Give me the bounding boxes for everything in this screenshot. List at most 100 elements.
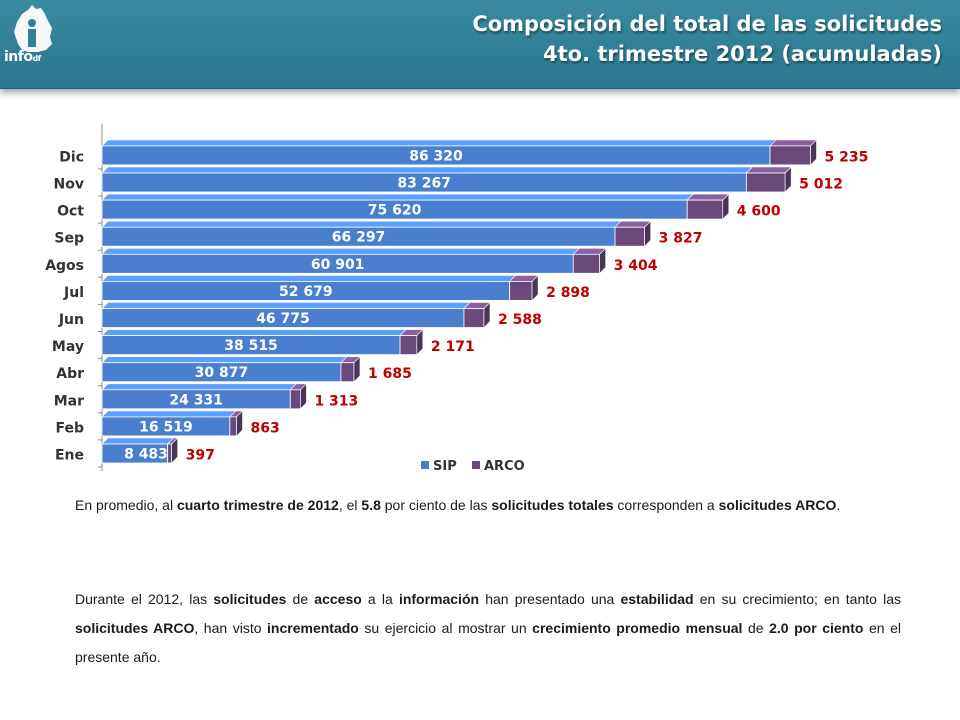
p2-run-5: información <box>398 591 480 607</box>
arco-bar-side-8 <box>644 220 651 247</box>
sip-bar-top-3 <box>101 356 348 364</box>
sip-bar-top-7 <box>101 248 581 255</box>
category-label-oct: Oct <box>57 204 84 220</box>
arco-bar-top-10 <box>745 166 792 174</box>
sip-data-label-mar: 24 331 <box>169 392 223 408</box>
infodf-logo <box>14 5 52 52</box>
sip-data-label-sep: 66 297 <box>332 230 386 246</box>
arco-data-label-sep: 3 827 <box>659 231 703 247</box>
sip-data-label-jun: 46 775 <box>256 311 310 327</box>
arco-data-label-jun: 2 588 <box>498 312 542 328</box>
p2-run-6: han presentado una <box>479 591 621 607</box>
arco-bar-side-1 <box>236 410 243 437</box>
p1-run-8: . <box>836 497 841 513</box>
legend-label-arco: ARCO <box>484 459 525 474</box>
category-label-sep: Sep <box>54 231 84 247</box>
category-label-agos: Agos <box>45 258 84 274</box>
p2-run-10: , han visto <box>194 620 268 636</box>
arco-bar-feb <box>229 416 237 437</box>
category-label-ene: Ene <box>55 448 84 464</box>
summary-paragraph-2: Durante el 2012, las solicitudes de acce… <box>75 585 901 672</box>
arco-bar-dic <box>769 145 811 166</box>
title-line-2: 4to. trimestre 2012 (acumuladas) <box>543 42 942 66</box>
legend-swatch-sip <box>421 461 429 469</box>
p2-run-7: estabilidad <box>620 591 694 607</box>
sip-data-label-oct: 75 620 <box>368 203 422 219</box>
legend-swatch-arco <box>472 461 480 469</box>
arco-bar-top-11 <box>769 139 818 147</box>
arco-data-label-dic: 5 235 <box>825 149 869 165</box>
arco-data-label-feb: 863 <box>251 420 280 436</box>
p2-run-2: de <box>286 591 315 607</box>
arco-bar-side-3 <box>353 355 361 383</box>
p2-run-0: Durante el 2012, las <box>75 591 214 607</box>
summary-paragraph-1: En promedio, al cuarto trimestre de 2012… <box>75 491 901 520</box>
sip-data-label-ene: 8 483 <box>124 447 168 463</box>
p2-run-3: acceso <box>314 591 362 607</box>
page-title: Composición del total de las solicitudes… <box>472 9 942 69</box>
arco-bar-side-7 <box>599 247 606 275</box>
p2-run-4: a la <box>361 591 399 607</box>
sip-bar-top-0 <box>101 437 175 445</box>
arco-bar-mar <box>289 389 301 410</box>
category-label-may: May <box>52 339 84 355</box>
sip-bar-top-11 <box>101 139 777 147</box>
category-label-jul: Jul <box>63 285 84 301</box>
arco-data-label-nov: 5 012 <box>799 177 843 193</box>
arco-bar-side-6 <box>531 274 539 302</box>
arco-bar-sep <box>614 226 646 247</box>
arco-data-label-oct: 4 600 <box>737 204 781 220</box>
p2-run-12: su ejercicio al mostrar un <box>358 620 533 636</box>
sip-data-label-jul: 52 679 <box>279 284 333 300</box>
arco-bar-nov <box>745 172 786 193</box>
p2-run-9: solicitudes ARCO <box>75 620 195 636</box>
arco-bar-jul <box>509 280 533 301</box>
p1-run-1: cuarto trimestre de 2012 <box>176 497 339 513</box>
arco-bar-side-4 <box>416 328 424 356</box>
arco-bar-ene <box>167 443 173 464</box>
category-label-nov: Nov <box>54 177 84 193</box>
sip-bar-top-2 <box>101 383 298 391</box>
arco-bar-side-9 <box>722 193 730 220</box>
p2-run-11: incrementado <box>267 620 359 636</box>
arco-bar-abr <box>340 362 355 383</box>
legend-label-sip: SIP <box>433 459 457 474</box>
p1-run-0: En promedio, al <box>75 497 177 513</box>
sip-data-label-may: 38 515 <box>224 338 278 354</box>
p1-run-5: solicitudes totales <box>491 497 614 513</box>
p1-run-3: 5.8 <box>361 497 381 513</box>
arco-bar-may <box>399 335 418 356</box>
sip-bar-top-4 <box>101 329 407 336</box>
arco-bar-side-2 <box>300 383 307 410</box>
p1-run-2: , el <box>338 497 362 513</box>
arco-data-label-may: 2 171 <box>431 339 475 355</box>
p2-run-14: de <box>742 620 770 636</box>
sip-bar-top-5 <box>101 302 471 309</box>
arco-bar-side-10 <box>784 166 792 193</box>
p2-run-16: en el presente año. <box>75 620 901 665</box>
sip-data-label-abr: 30 877 <box>195 365 249 381</box>
arco-bar-agos <box>572 253 601 274</box>
category-label-feb: Feb <box>55 420 84 436</box>
sip-bar-top-9 <box>101 193 694 201</box>
sip-bar-top-6 <box>101 275 517 282</box>
sip-data-label-feb: 16 519 <box>139 419 193 435</box>
category-label-jun: Jun <box>58 312 84 328</box>
requests-bar-chart: Ene 8 483 397 Feb 16 519 863 Mar 24 331 1 313 Abr… <box>45 124 869 474</box>
arco-bar-side-11 <box>810 139 817 166</box>
title-line-1: Composición del total de las solicitudes <box>472 12 942 36</box>
sip-data-label-nov: 83 267 <box>397 176 451 192</box>
sip-bar-top-1 <box>101 410 237 418</box>
sip-data-label-dic: 86 320 <box>409 148 463 164</box>
header-bar: infodf Composición del total de las soli… <box>0 0 960 89</box>
arco-bar-jun <box>463 308 485 328</box>
p2-run-1: solicitudes <box>213 591 287 607</box>
sip-bar-top-8 <box>101 220 622 228</box>
arco-data-label-mar: 1 313 <box>314 393 358 409</box>
arco-data-label-jul: 2 898 <box>546 285 590 301</box>
arco-bar-oct <box>686 199 724 220</box>
logo-wordmark: infodf <box>4 49 41 65</box>
arco-data-label-agos: 3 404 <box>614 258 658 274</box>
p1-run-7: solicitudes ARCO <box>718 497 837 513</box>
arco-bar-side-0 <box>171 437 178 464</box>
